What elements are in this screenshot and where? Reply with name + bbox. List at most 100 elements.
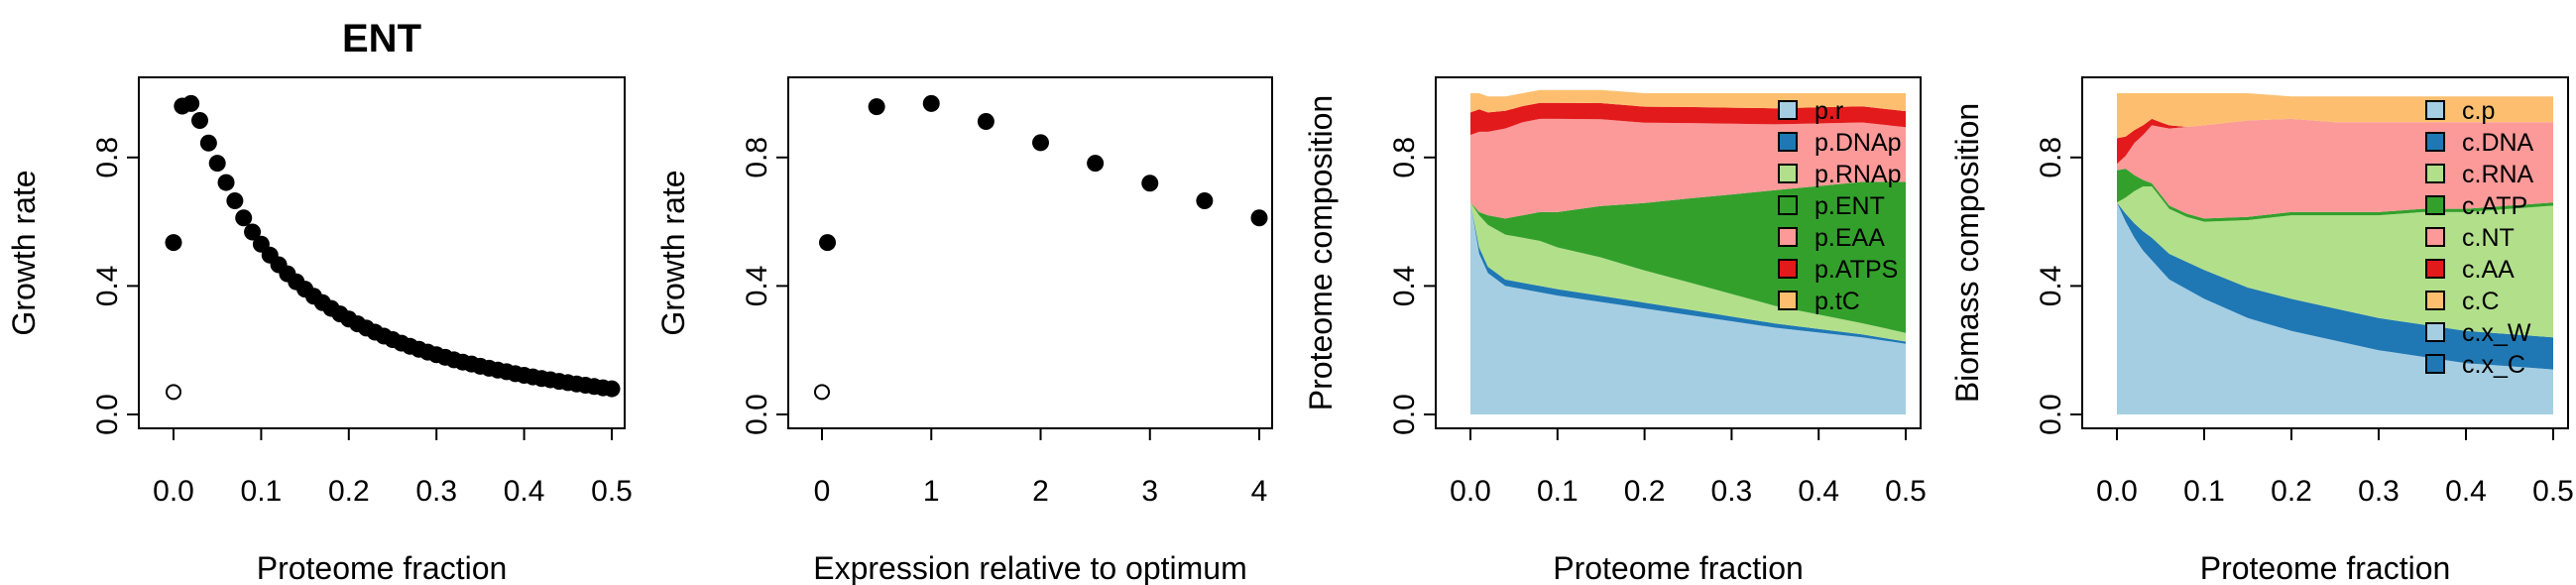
legend: c.p c.DNA c.RNA c.ATP c.NT c.AA c.C c.x_W c.x_C [2425,97,2534,379]
legend-swatch [2425,132,2445,152]
panel-1: 0.0 0.1 0.2 0.3 0.4 0.5 0.0 0.4 0.8 Proteome frac… [6,17,633,585]
x-tick-label: 0.4 [2445,475,2487,508]
x-tick-label: 0.5 [2532,475,2574,508]
panel-2: 0 1 2 3 4 0.0 0.4 0.8 Expression relative to opt… [655,76,1273,585]
x-tick-label: 0.1 [2183,475,2225,508]
plot-frame [2081,76,2569,429]
plot-frame [787,76,1273,429]
legend-label: c.x_W [2462,319,2531,347]
legend-swatch [1778,195,1798,215]
data-point [868,98,885,116]
data-point [191,112,209,130]
legend-label: c.NT [2462,224,2515,252]
legend-swatch [2425,322,2445,342]
y-tick-label: 0.0 [91,394,124,435]
data-point [603,380,621,398]
x-axis-label: Expression relative to optimum [813,550,1247,585]
y-axis-label: Growth rate [6,170,42,335]
data-point [165,234,182,252]
x-tick-label: 0.3 [415,475,457,508]
x-tick-label: 0.5 [1885,475,1927,508]
legend-swatch [1778,291,1798,310]
legend-label: c.x_C [2462,351,2525,379]
x-tick-label: 1 [923,475,940,508]
area-p-RNAp [1470,202,1906,342]
x-tick-label: 0.1 [1537,475,1579,508]
plot-frame [1435,76,1922,429]
panel-4: 0.0 0.1 0.2 0.3 0.4 0.5 0.0 0.4 0.8 Proteome frac… [1949,76,2574,585]
legend-label: c.p [2462,97,2495,125]
legend-label: p.DNAp [1815,129,1902,157]
x-tick-label: 0.3 [2358,475,2400,508]
x-axis-label: Proteome fraction [2200,550,2451,585]
x-tick-label: 0.4 [1798,475,1839,508]
data-point [1196,192,1214,210]
area-p-r [1470,202,1906,414]
legend-label: p.r [1815,97,1843,125]
data-point [1032,134,1049,152]
data-point [922,94,940,112]
legend: p.r p.DNAp p.RNAp p.ENT p.EAA p.ATPS p.tC [1778,97,1902,315]
y-axis-label: Biomass composition [1949,103,1985,403]
data-point [199,134,217,152]
data-point [244,223,262,241]
data-point [235,209,253,227]
legend-swatch [2425,227,2445,247]
legend-swatch [1778,227,1798,247]
legend-label: p.RNAp [1815,161,1902,188]
y-tick-label: 0.4 [741,266,773,307]
x-tick-label: 2 [1032,475,1049,508]
legend-swatch [1778,259,1798,279]
x-tick-label: 0.0 [153,475,194,508]
data-point [1250,209,1268,227]
plot-frame [138,76,626,429]
legend-label: c.ATP [2462,192,2527,220]
legend-swatch [2425,164,2445,183]
x-tick-label: 0.0 [2096,475,2138,508]
y-tick-label: 0.8 [2035,137,2067,178]
y-tick-label: 0.0 [741,394,773,435]
legend-swatch [1778,164,1798,183]
x-axis-label: Proteome fraction [1553,550,1804,585]
legend-swatch [1778,100,1798,120]
data-point [1141,175,1159,192]
legend-swatch [2425,354,2445,374]
legend-swatch [2425,100,2445,120]
data-point [1087,155,1105,173]
legend-label: c.AA [2462,256,2515,284]
x-tick-label: 0.0 [1450,475,1491,508]
y-axis-label: Growth rate [655,170,691,335]
x-tick-label: 4 [1251,475,1268,508]
x-tick-label: 0.2 [1624,475,1666,508]
x-tick-label: 0.3 [1711,475,1753,508]
legend-swatch [2425,195,2445,215]
open-point [166,384,181,401]
y-tick-label: 0.4 [91,266,124,307]
x-tick-label: 0.2 [328,475,370,508]
x-tick-label: 0.4 [504,475,545,508]
open-point [814,384,830,401]
legend-swatch [1778,132,1798,152]
x-tick-label: 0 [814,475,831,508]
x-tick-label: 0.1 [241,475,283,508]
chart-title: ENT [342,17,421,60]
x-tick-label: 0.2 [2271,475,2312,508]
data-point [819,234,837,252]
legend-label: c.RNA [2462,161,2534,188]
legend-label: c.C [2462,288,2500,315]
y-axis-label: Proteome composition [1303,95,1339,410]
y-tick-label: 0.4 [1388,266,1421,307]
panel-3: 0.0 0.1 0.2 0.3 0.4 0.5 0.0 0.4 0.8 Proteome frac… [1303,76,1927,585]
y-tick-label: 0.0 [2035,394,2067,435]
x-axis-label: Proteome fraction [257,550,508,585]
area-c-AA [2117,118,2553,165]
data-point [182,94,200,112]
legend-label: p.ENT [1815,192,1885,220]
x-tick-label: 0.5 [591,475,633,508]
data-point [977,113,995,131]
legend-swatch [2425,291,2445,310]
legend-swatch [2425,259,2445,279]
data-point [208,155,226,173]
x-tick-label: 3 [1141,475,1158,508]
